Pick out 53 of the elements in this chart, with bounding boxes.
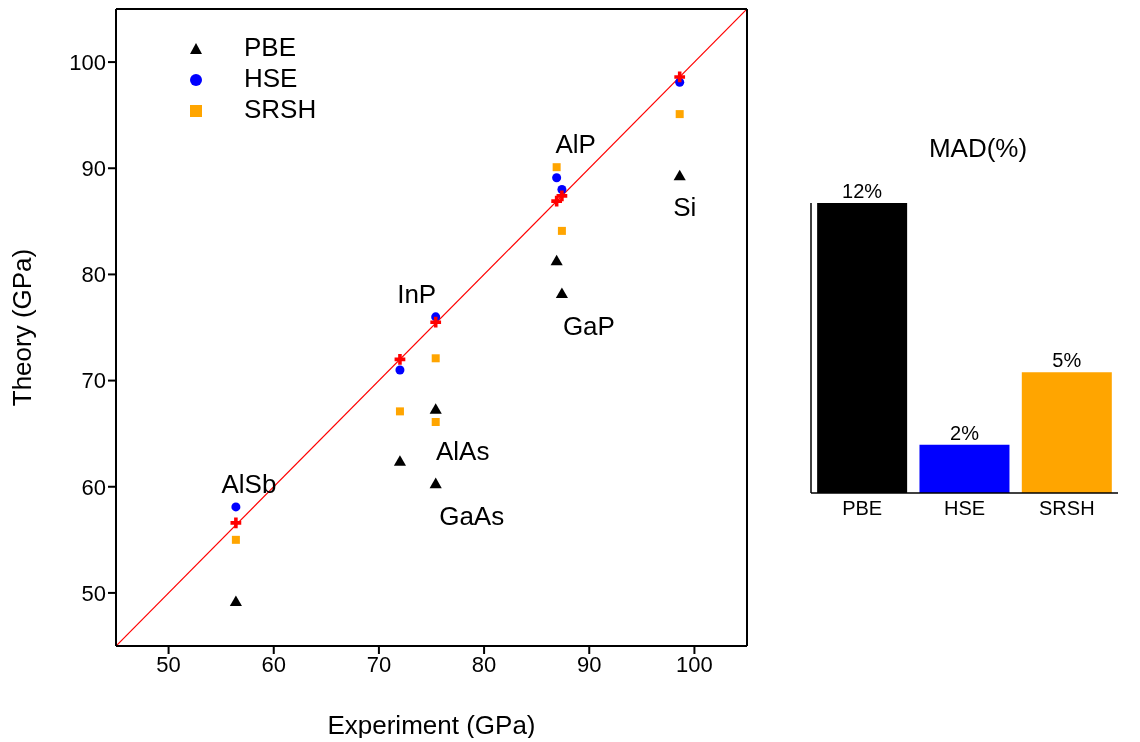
data-label: 2% — [950, 421, 980, 444]
point — [430, 316, 442, 328]
point — [674, 71, 686, 83]
y-tick-label: 60 — [81, 474, 106, 500]
x-tick-label: 80 — [471, 651, 497, 677]
point — [395, 407, 404, 416]
chart-title: MAD(%) — [927, 133, 1029, 165]
point — [673, 169, 686, 181]
legend-label: PBE — [244, 32, 297, 62]
point — [675, 110, 684, 119]
y-tick-label: 80 — [81, 262, 106, 288]
annotation: InP — [397, 278, 437, 309]
point — [394, 353, 406, 365]
data-label: 5% — [1052, 349, 1082, 372]
x-tick-label: 100 — [676, 651, 713, 677]
annotation: AlSb — [221, 468, 277, 499]
data-label: 12% — [842, 180, 883, 202]
point — [550, 254, 563, 266]
x-tick-label: 50 — [156, 651, 181, 677]
legend-label: SRSH — [244, 94, 317, 124]
y-tick-label: 50 — [81, 580, 106, 606]
point — [231, 502, 241, 512]
point — [552, 163, 561, 172]
point — [551, 195, 563, 207]
point — [230, 517, 242, 529]
point — [555, 287, 568, 299]
y-tick-label: 90 — [81, 156, 106, 182]
x-tick-label: 60 — [261, 651, 286, 677]
y-tick-label: 70 — [81, 368, 106, 394]
point — [231, 535, 240, 544]
x-tick-label: PBE — [842, 497, 883, 520]
y-axis-title: Theory (GPa) — [7, 248, 38, 407]
point — [552, 173, 562, 183]
annotation: GaP — [562, 310, 615, 341]
x-tick-label: SRSH — [1039, 497, 1095, 520]
point — [429, 477, 442, 489]
annotation: GaAs — [439, 500, 505, 531]
point — [557, 226, 566, 235]
y-tick-label: 100 — [69, 49, 106, 75]
point — [556, 190, 568, 202]
point — [431, 417, 440, 426]
x-tick-label: 70 — [366, 651, 392, 677]
annotation: AlP — [555, 129, 596, 160]
x-tick-label: HSE — [943, 497, 986, 520]
point — [393, 455, 407, 466]
legend-label: HSE — [244, 63, 298, 93]
point — [431, 354, 440, 363]
annotation: AlAs — [435, 436, 490, 467]
x-tick-label: 90 — [577, 651, 602, 677]
point — [429, 403, 442, 414]
annotation: Si — [673, 191, 697, 222]
point — [395, 365, 405, 375]
point — [229, 595, 242, 606]
